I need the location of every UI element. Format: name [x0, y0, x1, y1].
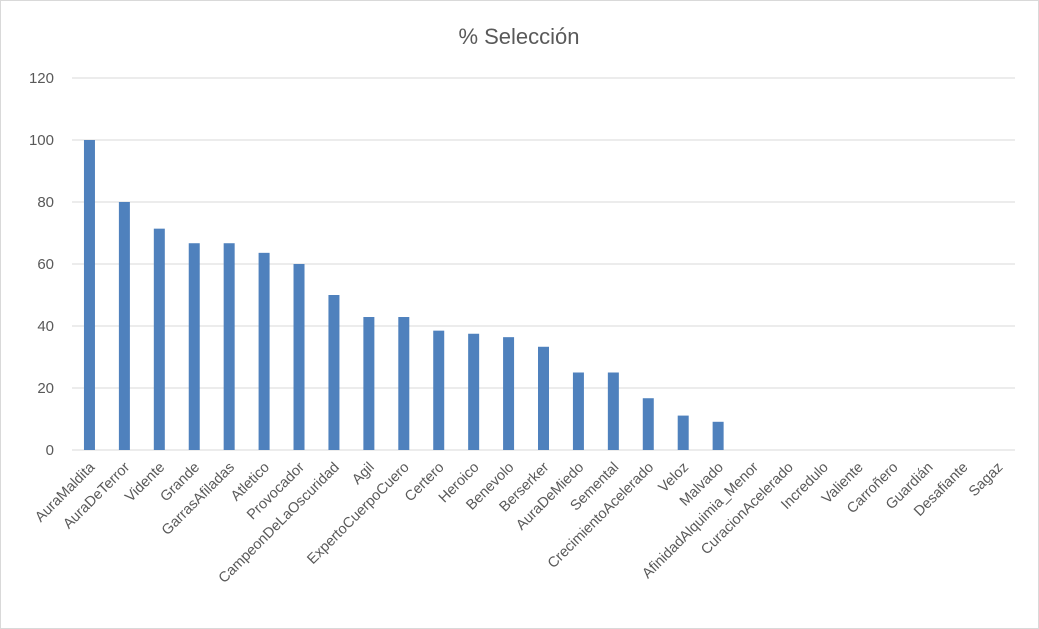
bar [712, 421, 724, 450]
chart-title: % Selección [458, 24, 579, 49]
bar [293, 264, 305, 450]
y-tick-label: 40 [37, 318, 54, 335]
bar [83, 140, 95, 450]
y-tick-label: 120 [29, 70, 54, 87]
bar [642, 398, 654, 450]
y-tick-label: 60 [37, 256, 54, 273]
bar [572, 372, 584, 450]
bar [607, 372, 619, 450]
y-tick-label: 20 [37, 380, 54, 397]
y-tick-label: 80 [37, 194, 54, 211]
x-tick-label: Sagaz [966, 460, 1006, 500]
x-axis: AuraMalditaAuraDeTerrorVidenteGrandeGarr… [32, 459, 1006, 587]
y-axis: 0 20 40 60 80 100 120 [29, 70, 54, 459]
bar [328, 295, 340, 450]
bar [363, 317, 375, 450]
bar [153, 228, 165, 450]
y-tick-label: 100 [29, 132, 54, 149]
bar [677, 415, 689, 450]
y-tick-label: 0 [46, 442, 54, 459]
bar [223, 243, 235, 450]
bar [433, 330, 445, 450]
bar [398, 317, 410, 450]
x-tick-label: Agil [349, 460, 377, 488]
bar [468, 333, 480, 450]
bar [538, 346, 549, 450]
bar [258, 252, 270, 450]
bar [118, 202, 130, 450]
bar [188, 243, 200, 450]
bar [503, 337, 515, 450]
bars [83, 140, 724, 450]
